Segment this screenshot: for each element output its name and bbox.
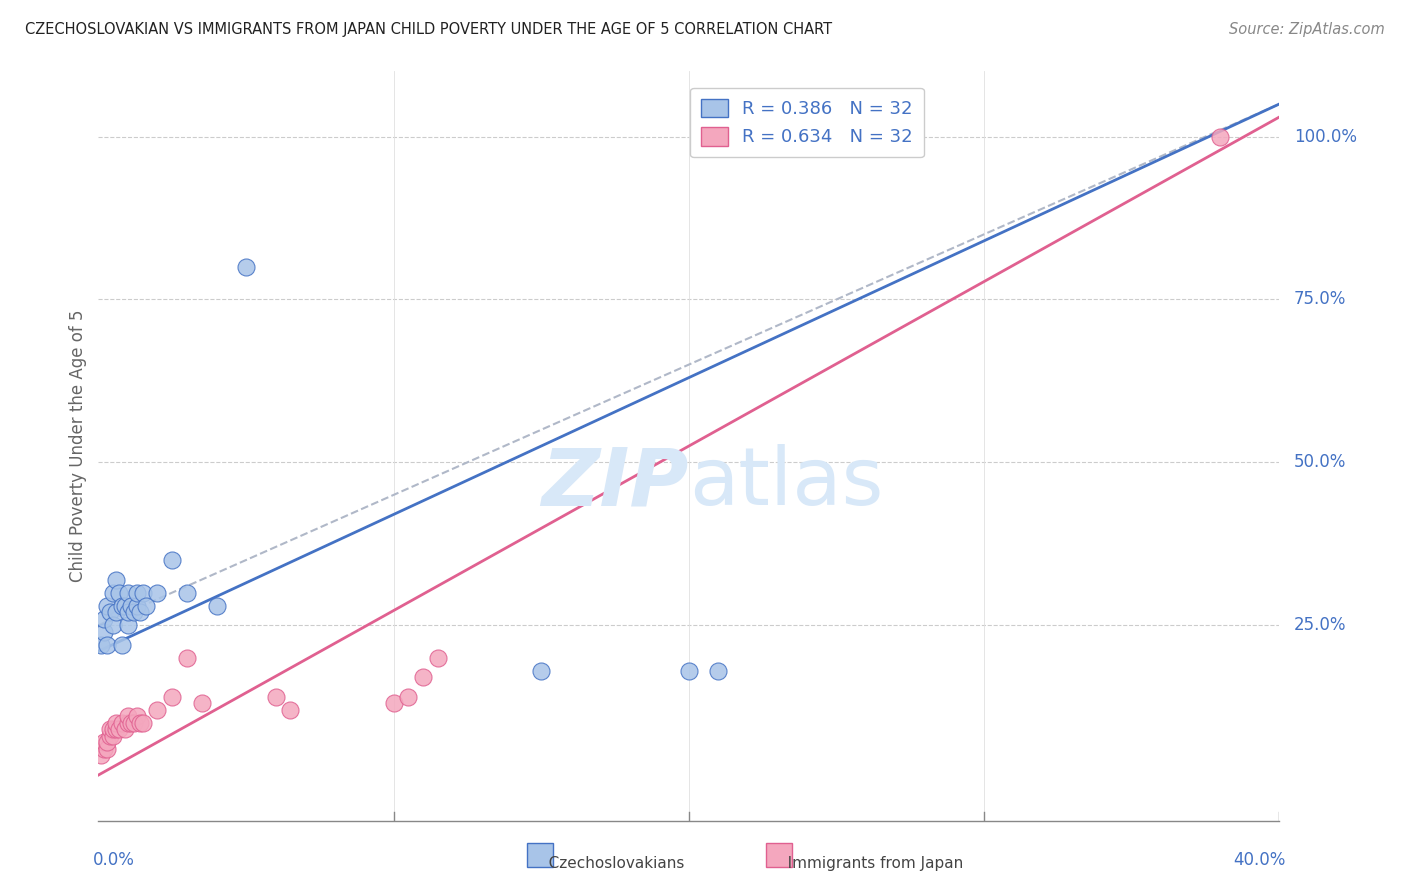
Point [117,585,139,599]
Point [93,735,115,749]
Point [280,703,302,717]
Point [108,723,131,737]
Point [96,638,118,652]
Point [120,715,142,730]
Point [382,697,405,711]
Point [96,735,118,749]
Legend: R = 0.386   N = 32, R = 0.634   N = 32: R = 0.386 N = 32, R = 0.634 N = 32 [690,88,924,157]
Point [122,605,145,619]
Bar [527,843,553,867]
Point [264,690,287,704]
Text: Source: ZipAtlas.com: Source: ZipAtlas.com [1229,22,1385,37]
Point [108,585,131,599]
Point [146,703,169,717]
Point [98,723,121,737]
Y-axis label: Child Poverty Under the Age of 5: Child Poverty Under the Age of 5 [69,310,87,582]
Point [103,729,125,743]
Text: atlas: atlas [689,444,883,523]
Point [114,723,136,737]
Text: Czechoslovakians: Czechoslovakians [534,856,685,871]
Point [114,599,136,613]
Point [111,715,134,730]
Point [90,748,112,763]
Point [93,612,115,626]
Point [98,729,121,743]
Point [105,573,128,587]
Point [98,605,121,619]
Point [90,638,112,652]
Point [103,618,125,632]
Text: ZIP: ZIP [541,444,689,523]
Text: 100.0%: 100.0% [1294,128,1357,145]
Point [93,624,115,639]
Point [117,618,139,632]
Point [678,664,700,678]
Text: 50.0%: 50.0% [1294,453,1346,471]
Point [176,650,198,665]
Point [120,599,142,613]
Point [176,585,198,599]
Point [162,553,183,567]
Text: 25.0%: 25.0% [1294,616,1346,634]
Point [427,650,450,665]
Point [135,599,157,613]
Point [235,260,257,274]
Point [191,697,214,711]
Point [111,599,134,613]
Point [122,715,145,730]
Point [530,664,553,678]
Point [103,585,125,599]
Point [117,715,139,730]
Point [205,599,228,613]
Point [162,690,183,704]
Bar [766,843,792,867]
Point [132,585,155,599]
Text: 40.0%: 40.0% [1233,851,1285,869]
Point [125,709,148,723]
Point [105,723,128,737]
Point [105,715,128,730]
Point [96,742,118,756]
Text: 0.0%: 0.0% [93,851,135,869]
Point [412,670,434,684]
Point [93,742,115,756]
Point [1209,129,1232,144]
Point [707,664,730,678]
Point [125,585,148,599]
Point [146,585,169,599]
Point [105,605,128,619]
Point [128,605,150,619]
Point [96,599,118,613]
Point [128,715,150,730]
Point [117,709,139,723]
Point [103,723,125,737]
Point [111,638,134,652]
Point [398,690,420,704]
Text: 75.0%: 75.0% [1294,291,1346,309]
Point [132,715,155,730]
Point [125,599,148,613]
Text: CZECHOSLOVAKIAN VS IMMIGRANTS FROM JAPAN CHILD POVERTY UNDER THE AGE OF 5 CORREL: CZECHOSLOVAKIAN VS IMMIGRANTS FROM JAPAN… [25,22,832,37]
Text: Immigrants from Japan: Immigrants from Japan [773,856,963,871]
Point [117,605,139,619]
